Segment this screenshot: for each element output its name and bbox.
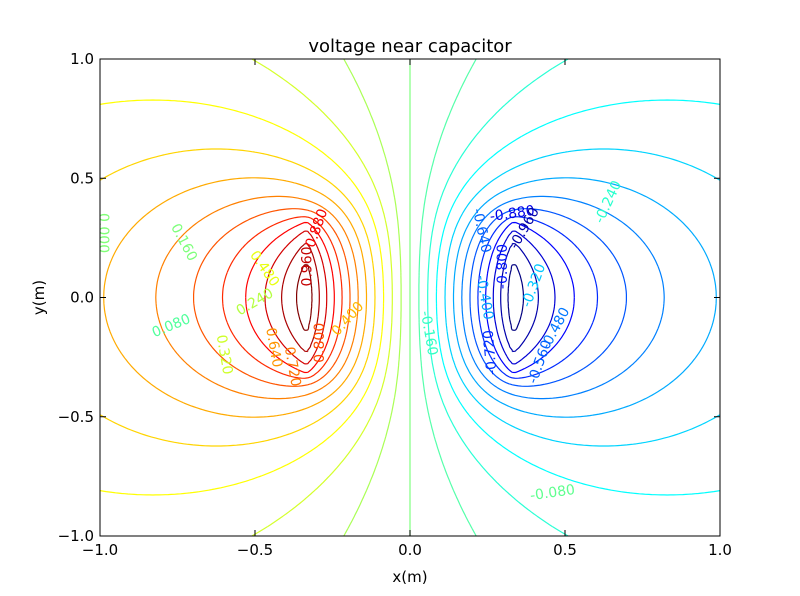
contour-level--0.32: [444, 148, 720, 447]
contour-level--0.08: [418, 59, 477, 536]
contour-label: -0.160: [417, 310, 441, 357]
contour-level--0.72: [485, 221, 575, 374]
contour-label: -0.800: [495, 244, 511, 289]
contour-lines: [100, 59, 720, 536]
contour-level--0.64: [477, 216, 599, 379]
contour-level--0.56: [469, 208, 627, 387]
y-tick-label: 0.0: [70, 289, 94, 307]
contour-label: 0.000: [95, 213, 111, 253]
chart-title: voltage near capacitor: [308, 36, 512, 57]
contour-level-0.96: [296, 264, 313, 331]
contour-label: 0.720: [281, 346, 304, 388]
contour-level-0.88: [281, 242, 320, 353]
x-axis-title: x(m): [392, 568, 427, 586]
contour-label: -0.880: [489, 203, 536, 225]
contour-level-0.8: [264, 230, 328, 365]
contour-level-0.16: [251, 59, 393, 536]
contour-level-0.56: [193, 208, 351, 387]
contour-label: 0.640: [262, 326, 285, 368]
contour-label: -0.400: [473, 274, 497, 321]
x-tick-label: −0.5: [237, 541, 273, 559]
contour-level-0.48: [155, 195, 359, 400]
y-tick-label: 1.0: [70, 50, 94, 68]
contour-level-0.64: [221, 216, 343, 379]
contour-label: 0.800: [312, 323, 328, 363]
contour-level--0.96: [507, 264, 524, 331]
contour-label: -0.720: [481, 329, 501, 375]
contour-level-0.24: [100, 99, 385, 496]
y-tick-label: −0.5: [58, 408, 94, 426]
y-tick-label: −1.0: [58, 527, 94, 545]
contour-label: 0.320: [213, 334, 236, 376]
contour-label: 0.960: [300, 246, 316, 286]
y-tick-label: 0.5: [70, 169, 94, 187]
axis-ticks: −1.0 −0.5 0.0 0.5 1.0 −1.0 −0.5 0.0 0.5 1.0: [58, 50, 732, 559]
x-tick-label: −1.0: [82, 541, 118, 559]
contour-label: -0.080: [529, 482, 576, 504]
contour-level--0.16: [427, 59, 569, 536]
contour-level--0.8: [492, 230, 556, 365]
x-tick-label: 0.0: [398, 541, 422, 559]
contour-level-0.4: [103, 177, 368, 418]
contour-level--0.48: [461, 195, 665, 400]
x-tick-label: 1.0: [708, 541, 732, 559]
contour-level--0.4: [452, 177, 717, 418]
contour-level-0.72: [245, 221, 335, 374]
contour-level-0.08: [343, 59, 402, 536]
contour-level-0.32: [100, 148, 376, 447]
x-tick-label: 0.5: [553, 541, 577, 559]
contour-level--0.24: [435, 99, 720, 496]
y-axis-title: y(m): [30, 280, 48, 315]
contour-level--0.88: [500, 242, 539, 353]
